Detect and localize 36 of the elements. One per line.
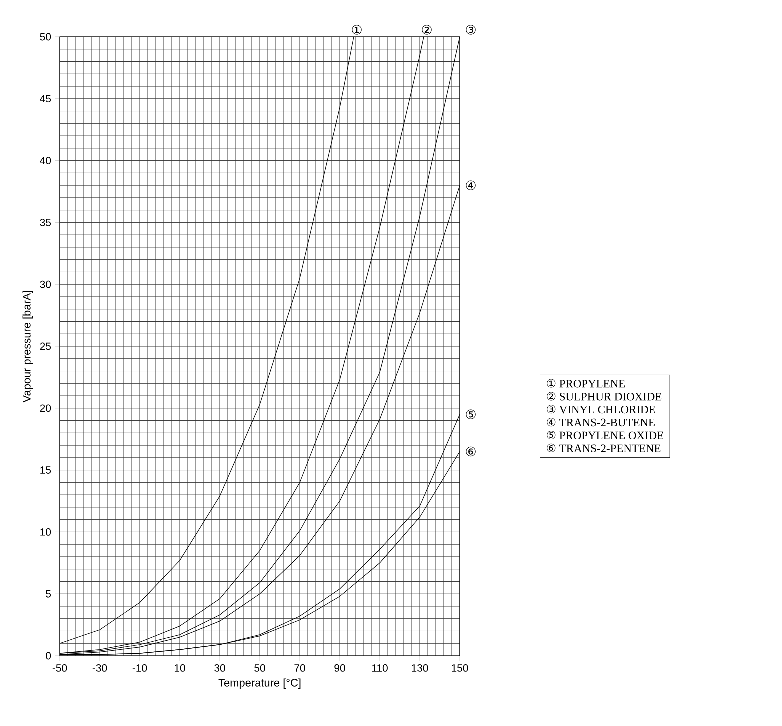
y-tick-label: 25 — [40, 342, 52, 350]
y-tick-label: 35 — [40, 219, 52, 226]
x-tick-label: -30 — [92, 664, 108, 672]
y-tick-label: 15 — [40, 466, 52, 474]
annotation: ② — [422, 25, 432, 35]
annotation: ① — [352, 25, 362, 35]
text: ⑤ PROPYLENE OXIDE — [547, 430, 664, 440]
text: ④ TRANS-2-BUTENE — [547, 418, 655, 427]
y-tick-label: 10 — [40, 528, 52, 536]
y-tick-label: 45 — [40, 95, 52, 103]
text: ⑥ TRANS-2-PENTENE — [547, 444, 661, 452]
x-tick-label: 150 — [452, 664, 468, 672]
x-tick-label: -50 — [52, 664, 68, 672]
y-tick-label: 30 — [40, 280, 52, 288]
x-tick-label: 10 — [174, 664, 186, 672]
text: ② SULPHUR DIOXIDE — [547, 392, 662, 401]
x-tick-label: 50 — [254, 664, 266, 672]
x-axis-title: Temperature [°C] — [218, 678, 301, 689]
annotation: ③ — [466, 25, 476, 35]
x-tick-label: 90 — [334, 664, 346, 672]
annotation: ⑤ — [466, 410, 476, 420]
text: ③ VINYL CHLORIDE — [547, 405, 656, 414]
annotation: ④ — [466, 180, 476, 190]
text: ① PROPYLENE — [547, 379, 625, 388]
x-tick-label: 110 — [372, 664, 388, 672]
x-tick-label: -10 — [132, 664, 148, 672]
y-tick-label: 5 — [46, 590, 52, 598]
x-tick-label: 130 — [412, 664, 428, 672]
y-tick-label: 40 — [40, 157, 52, 165]
annotation: ⑥ — [466, 446, 476, 457]
y-tick-label: 20 — [40, 404, 52, 412]
y-tick-label: 0 — [46, 652, 52, 660]
x-tick-label: 70 — [294, 664, 306, 672]
y-axis-title: Vapour pressure [barA] — [22, 291, 33, 403]
x-tick-label: 30 — [214, 664, 226, 672]
y-tick-label: 50 — [40, 33, 52, 41]
